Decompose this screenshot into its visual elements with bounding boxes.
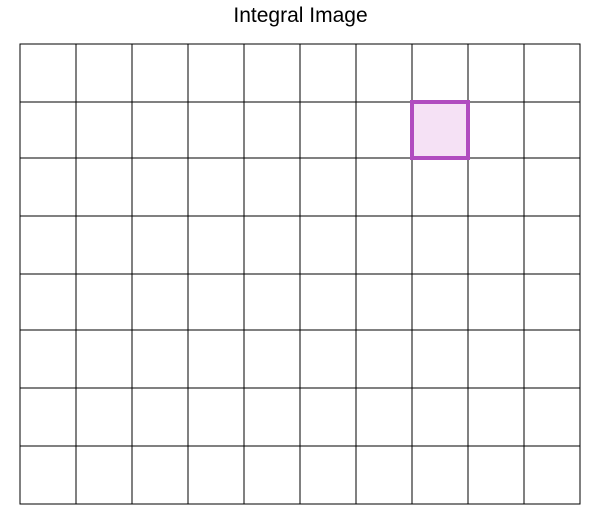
grid-cell <box>187 387 245 447</box>
grid-cell <box>75 273 133 331</box>
grid-cell <box>243 329 301 389</box>
grid-cell <box>131 215 189 275</box>
grid-cell <box>243 445 301 505</box>
grid-cell <box>467 215 525 275</box>
grid-cell <box>131 43 189 103</box>
grid-cell <box>355 445 413 505</box>
grid-cell <box>187 101 245 159</box>
grid-cell <box>75 215 133 275</box>
grid-cell <box>467 273 525 331</box>
grid-cell <box>467 329 525 389</box>
grid-cell <box>75 387 133 447</box>
grid-cell <box>19 387 77 447</box>
grid-cell <box>299 101 357 159</box>
grid-cell <box>411 157 469 217</box>
grid-cell <box>523 273 581 331</box>
grid-cell <box>355 329 413 389</box>
grid-cell <box>467 445 525 505</box>
grid-cell <box>131 101 189 159</box>
grid-cell <box>523 445 581 505</box>
grid-cell <box>523 101 581 159</box>
grid-cell <box>187 329 245 389</box>
grid-cell <box>75 157 133 217</box>
grid-cell <box>299 273 357 331</box>
grid-cell <box>467 43 525 103</box>
grid-cell <box>299 215 357 275</box>
grid-cell <box>243 157 301 217</box>
grid-cell <box>467 157 525 217</box>
grid-cell <box>355 157 413 217</box>
grid-cell <box>131 387 189 447</box>
grid-cell <box>243 101 301 159</box>
grid-cell <box>75 445 133 505</box>
grid-cell <box>131 157 189 217</box>
grid-cell <box>299 329 357 389</box>
grid-cell <box>299 445 357 505</box>
grid-cell <box>243 215 301 275</box>
grid-cell <box>19 445 77 505</box>
grid-cell <box>19 43 77 103</box>
grid-cell <box>75 101 133 159</box>
grid-cell <box>131 445 189 505</box>
grid-cell <box>75 329 133 389</box>
grid-cell <box>467 101 525 159</box>
grid-cell <box>523 43 581 103</box>
grid-cell <box>411 329 469 389</box>
grid-cell <box>131 273 189 331</box>
grid-cell <box>523 215 581 275</box>
grid-cell <box>19 215 77 275</box>
grid-cell <box>355 387 413 447</box>
grid-cell <box>75 43 133 103</box>
highlighted-cell <box>410 100 470 160</box>
grid-cell <box>523 329 581 389</box>
grid-cell <box>355 273 413 331</box>
grid-cell <box>411 273 469 331</box>
grid-cell <box>19 101 77 159</box>
grid-cell <box>187 43 245 103</box>
grid-cell <box>187 157 245 217</box>
grid-cell <box>523 157 581 217</box>
grid-cell <box>467 387 525 447</box>
grid-cell <box>187 215 245 275</box>
grid-cell <box>411 387 469 447</box>
grid-cell <box>243 273 301 331</box>
grid-cell <box>355 215 413 275</box>
diagram-title: Integral Image <box>233 4 368 27</box>
grid-cell <box>411 215 469 275</box>
grid-cell <box>243 43 301 103</box>
grid-cell <box>411 445 469 505</box>
grid-cell <box>523 387 581 447</box>
grid-cell <box>187 273 245 331</box>
grid-cell <box>299 43 357 103</box>
grid-cell <box>187 445 245 505</box>
grid-cell <box>355 43 413 103</box>
grid-cell <box>131 329 189 389</box>
grid-cell <box>19 273 77 331</box>
grid-cell <box>299 387 357 447</box>
grid-cell <box>299 157 357 217</box>
grid-cell <box>411 43 469 103</box>
grid-cell <box>243 387 301 447</box>
grid-cell <box>355 101 413 159</box>
grid-cell <box>19 157 77 217</box>
grid-cell <box>19 329 77 389</box>
